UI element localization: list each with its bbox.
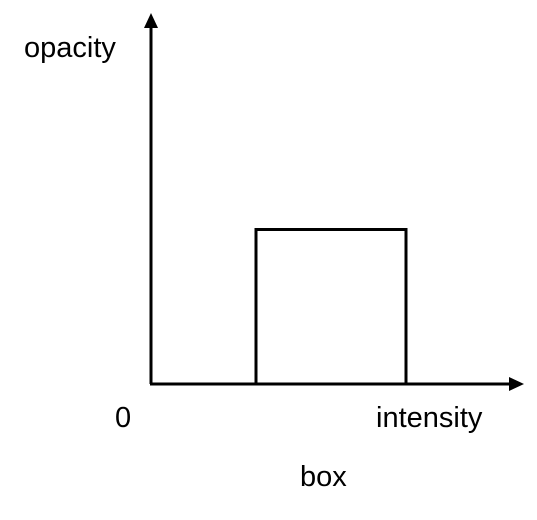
y-axis-label: opacity [24, 32, 116, 64]
x-axis-arrowhead [509, 377, 524, 391]
diagram-caption: box [300, 461, 347, 493]
x-axis-label: intensity [376, 402, 483, 434]
y-axis-arrowhead [144, 13, 158, 28]
origin-label: 0 [115, 402, 131, 434]
box-shape [254, 228, 408, 384]
